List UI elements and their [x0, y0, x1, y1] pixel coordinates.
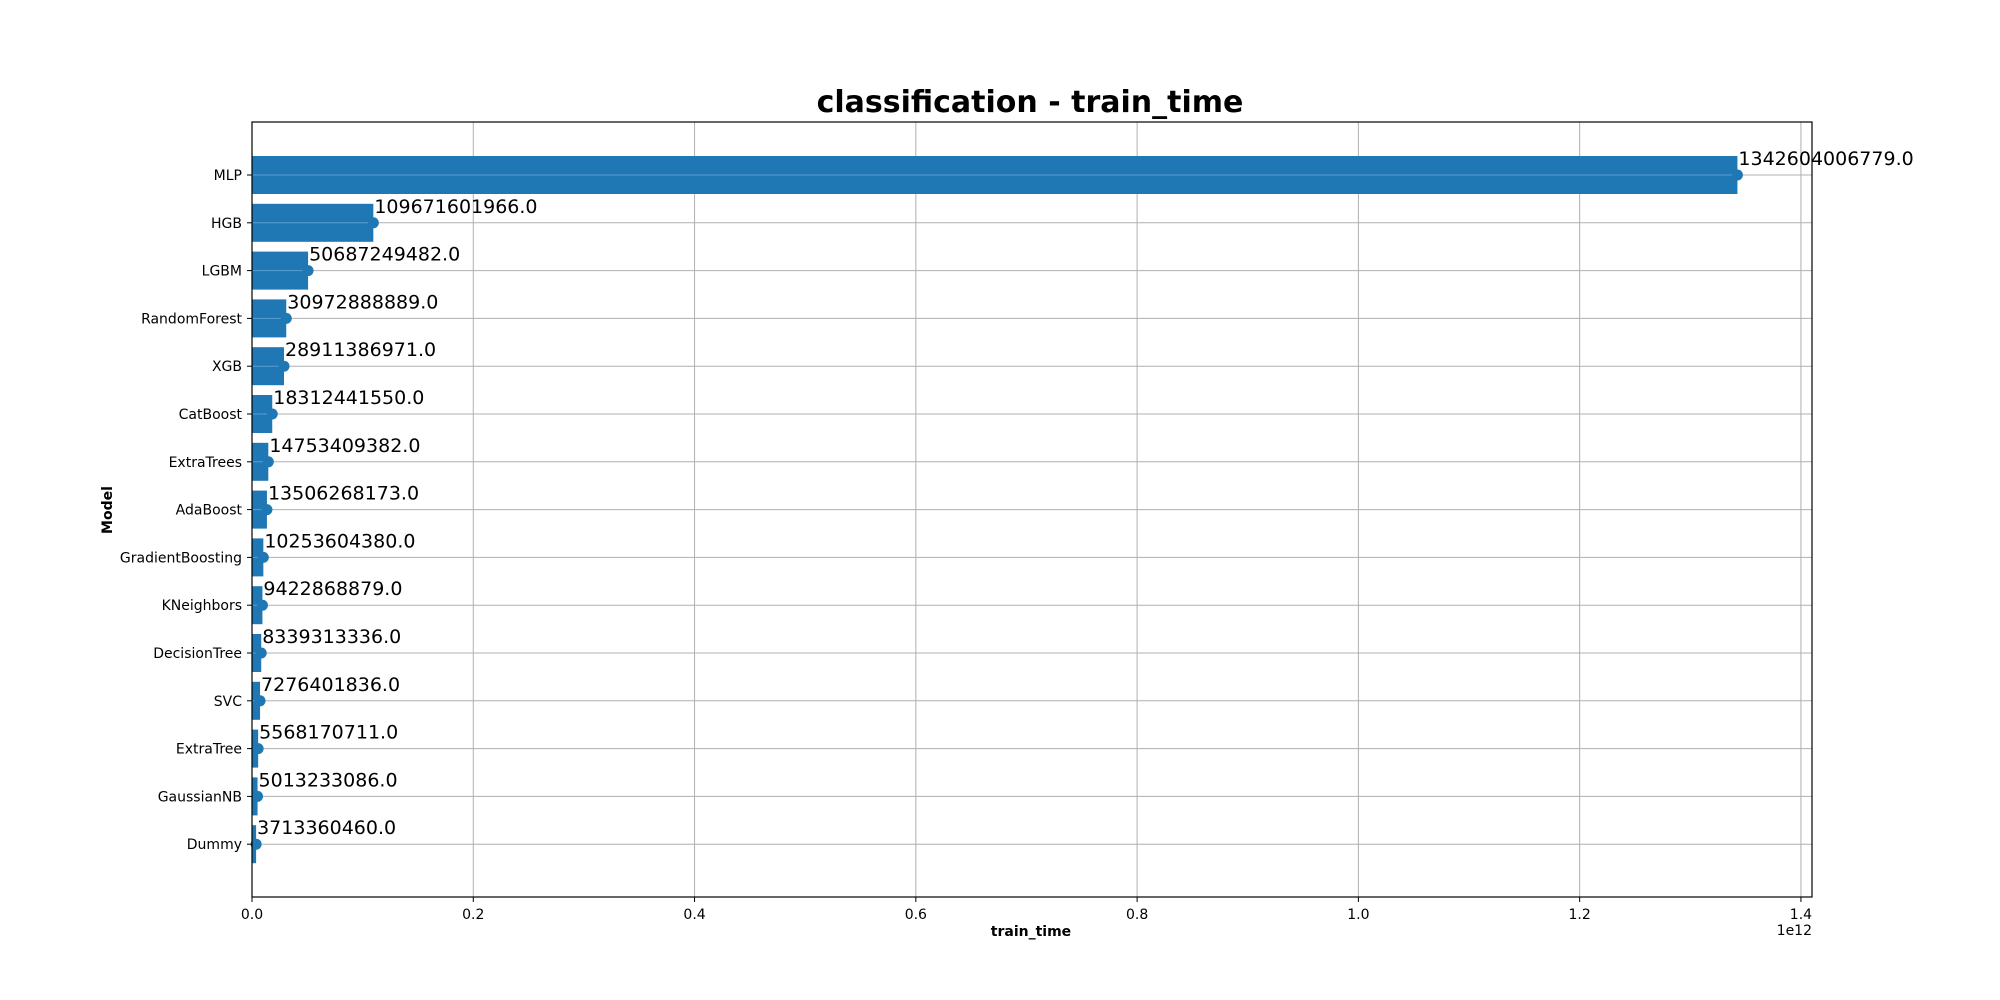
x-tick-label: 0.6: [905, 907, 927, 923]
y-tick-label: ExtraTrees: [169, 455, 242, 471]
y-axis-label: Model: [100, 486, 116, 534]
bar-end-marker: [250, 838, 262, 850]
y-tick-label: HGB: [211, 216, 242, 232]
bar-end-marker: [302, 265, 314, 277]
bar-end-marker: [280, 312, 292, 324]
bar-value-label: 8339313336.0: [262, 626, 401, 648]
bar-end-marker: [1731, 169, 1743, 181]
bar-value-label: 3713360460.0: [257, 817, 396, 839]
bar-value-label: 7276401836.0: [261, 674, 400, 696]
bar-end-marker: [262, 456, 274, 468]
y-tick-label: LGBM: [202, 264, 242, 280]
x-tick-label: 1.2: [1569, 907, 1591, 923]
x-tick-label: 0.8: [1126, 907, 1148, 923]
bar-value-label: 14753409382.0: [269, 435, 420, 457]
bar-end-marker: [278, 360, 290, 372]
y-tick-label: KNeighbors: [162, 598, 242, 614]
bar-end-marker: [252, 790, 264, 802]
bar-value-label: 9422868879.0: [263, 578, 402, 600]
data-labels: 1342604006779.0 109671601966.0 50687249482…: [257, 148, 1914, 839]
y-tick-label: RandomForest: [141, 311, 242, 327]
bar-value-label: 10253604380.0: [264, 530, 415, 552]
bar-value-label: 18312441550.0: [273, 387, 424, 409]
y-tick-label: ExtraTree: [176, 742, 242, 758]
x-tick-label: 1.0: [1347, 907, 1369, 923]
bar-value-label: 5013233086.0: [259, 769, 398, 791]
x-tick-label: 0.0: [241, 907, 263, 923]
y-tick-label: GradientBoosting: [120, 550, 242, 566]
bar-end-marker: [261, 504, 273, 516]
bar-value-label: 30972888889.0: [287, 291, 438, 313]
bar-end-marker: [254, 695, 266, 707]
y-tick-label: AdaBoost: [176, 503, 243, 519]
y-tick-label: MLP: [214, 168, 242, 184]
bars: [250, 156, 1743, 864]
bar-end-marker: [266, 408, 278, 420]
grid: [251, 122, 1812, 897]
bar-value-label: 1342604006779.0: [1738, 148, 1913, 170]
x-axis: 0.0 0.2 0.4 0.6 0.8 1.0 1.2 1.4: [241, 897, 1812, 923]
bar-end-marker: [367, 217, 379, 229]
y-tick-label: CatBoost: [179, 407, 243, 423]
y-tick-label: SVC: [214, 694, 242, 710]
bar-end-marker: [257, 551, 269, 563]
bar-value-label: 28911386971.0: [285, 339, 436, 361]
x-tick-label: 0.2: [462, 907, 484, 923]
bar-value-label: 13506268173.0: [268, 483, 419, 505]
y-tick-label: XGB: [212, 359, 242, 375]
y-tick-label: DecisionTree: [153, 646, 242, 662]
bar-value-label: 50687249482.0: [309, 244, 460, 266]
bar-end-marker: [255, 647, 267, 659]
x-tick-label: 1.4: [1790, 907, 1812, 923]
bar-value-label: 5568170711.0: [259, 722, 398, 744]
bar-end-marker: [256, 599, 268, 611]
y-tick-label: GaussianNB: [158, 789, 242, 805]
bar-end-marker: [252, 743, 264, 755]
x-axis-label: train_time: [991, 924, 1071, 940]
x-tick-label: 0.4: [683, 907, 705, 923]
bar-value-label: 109671601966.0: [374, 196, 537, 218]
chart-title: classification - train_time: [817, 85, 1244, 120]
x-scale-label: 1e12: [1777, 923, 1812, 939]
y-axis: MLP HGB LGBM RandomForest XGB CatBoost ExtraTr…: [120, 168, 252, 853]
y-tick-label: Dummy: [187, 837, 242, 853]
